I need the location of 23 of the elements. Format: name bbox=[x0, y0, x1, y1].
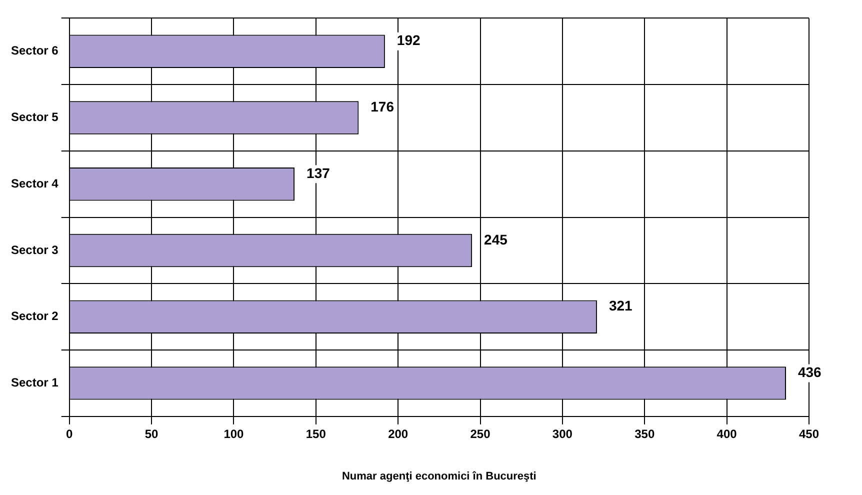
x-tick-label: 300 bbox=[552, 426, 573, 441]
x-tick-label: 400 bbox=[716, 426, 738, 441]
y-tick-label: Sector 5 bbox=[10, 110, 59, 124]
data-label: 176 bbox=[370, 98, 394, 115]
x-tick-label: 250 bbox=[470, 426, 491, 441]
x-tick-label: 100 bbox=[224, 426, 244, 441]
x-tick-label: 200 bbox=[388, 426, 408, 441]
x-tick-label: 0 bbox=[66, 426, 74, 441]
y-tick-label: Sector 1 bbox=[10, 376, 59, 390]
data-label: 245 bbox=[484, 231, 508, 248]
x-axis-title: Numar agenţi economici în Bucureşti bbox=[342, 470, 536, 482]
data-label: 321 bbox=[608, 298, 633, 314]
data-label: 436 bbox=[798, 364, 822, 380]
y-tick-label: Sector 6 bbox=[10, 44, 59, 58]
data-label: 192 bbox=[396, 32, 421, 48]
y-tick-label: Sector 3 bbox=[10, 242, 59, 257]
data-label: 137 bbox=[306, 164, 330, 181]
x-tick-label: 50 bbox=[144, 426, 159, 441]
y-tick-label: Sector 4 bbox=[10, 176, 59, 190]
x-tick-label: 150 bbox=[306, 426, 326, 441]
x-tick-label: 450 bbox=[798, 426, 820, 441]
x-tick-label: 350 bbox=[634, 426, 655, 441]
y-tick-label: Sector 2 bbox=[10, 309, 59, 324]
